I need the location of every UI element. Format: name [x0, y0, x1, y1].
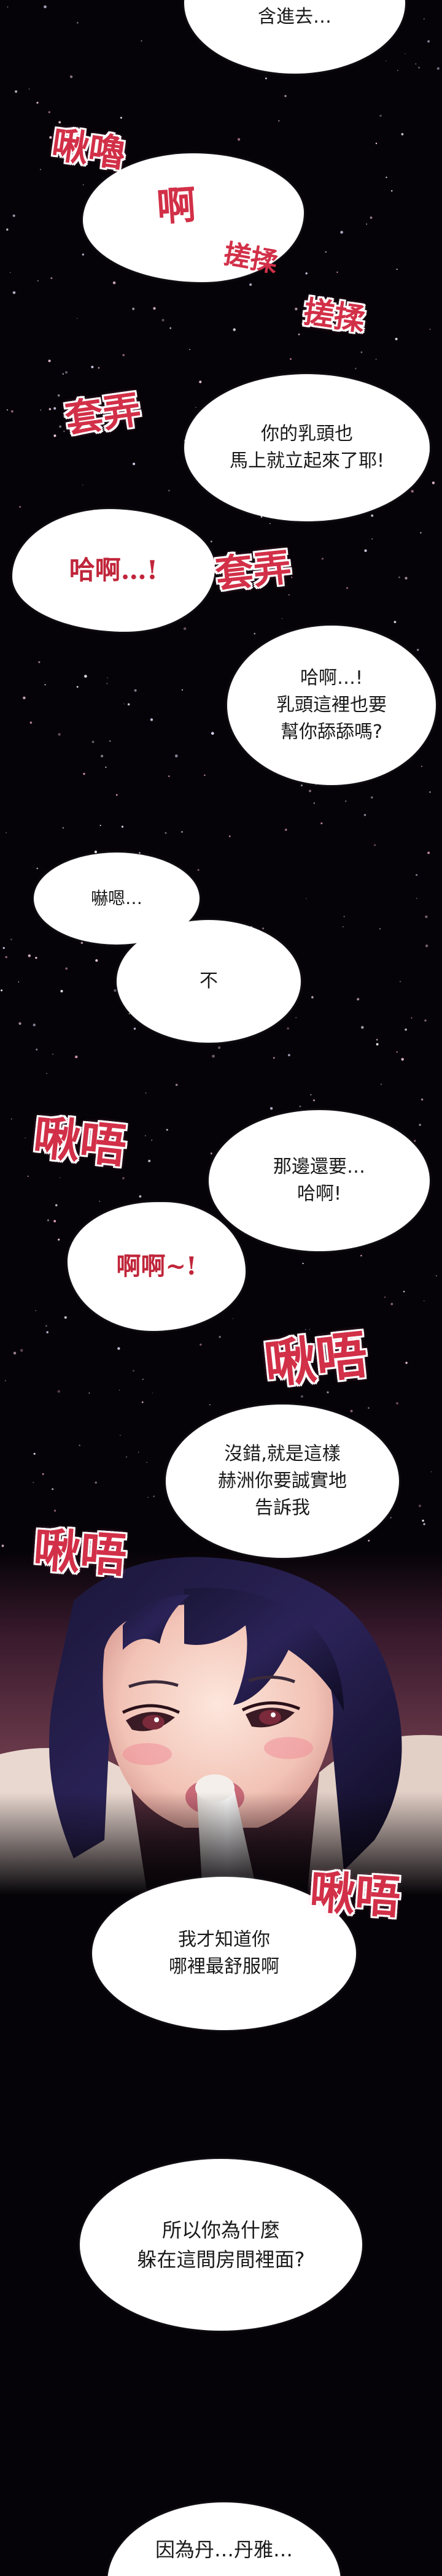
sfx-sucking-4: 啾唔: [31, 1522, 129, 1584]
sfx-sucking-2: 啾唔: [31, 1110, 130, 1174]
character-illustration: [0, 1552, 442, 1895]
speech-bubble-2: 你的乳頭也 馬上就立起來了耶!: [184, 374, 430, 521]
sfx-sucking-1: 啾嚕: [48, 123, 128, 176]
sfx-ah: 啊: [155, 182, 198, 231]
sfx-bubble: [83, 153, 304, 282]
speech-bubble-11: 所以你為什麼 躲在這間房間裡面?: [80, 2159, 362, 2331]
speech-bubble-9: 沒錯,就是這樣 赫洲你要誠實地 告訴我: [166, 1405, 399, 1558]
sfx-stroking-1: 套弄: [62, 386, 144, 442]
speech-bubble-4: 哈啊…! 乳頭這裡也要 幫你舔舔嗎?: [227, 626, 436, 785]
sfx-sucking-3: 啾唔: [261, 1324, 371, 1395]
sfx-sucking-5: 啾唔: [308, 1865, 403, 1925]
speech-bubble-10: 我才知道你 哪裡最舒服啊: [92, 1877, 356, 2030]
speech-bubble-6: 不: [117, 920, 301, 1043]
speech-bubble-8: 啊啊~!: [68, 1202, 246, 1331]
sfx-rubbing-2: 搓揉: [301, 293, 368, 338]
sfx-stroking-2: 套弄: [213, 544, 294, 597]
speech-bubble-3: 哈啊…!: [12, 509, 215, 632]
character-panel: [0, 1552, 442, 1895]
speech-bubble-7: 那邊還要… 哈啊!: [209, 1110, 430, 1251]
